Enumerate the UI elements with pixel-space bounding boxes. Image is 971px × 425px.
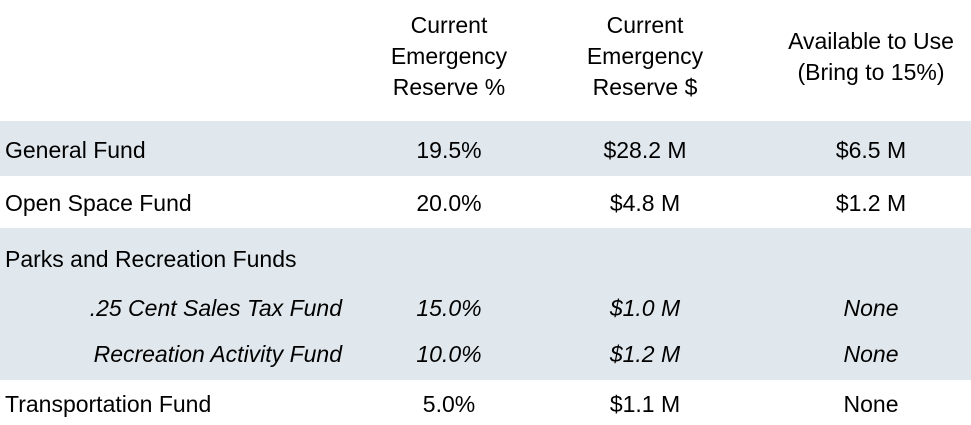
reserve-pct-cell: 10.0% bbox=[416, 341, 482, 367]
available-cell: None bbox=[843, 341, 899, 367]
reserve-amount-cell: $4.8 M bbox=[609, 190, 681, 216]
available-cell: None bbox=[843, 391, 899, 417]
available-cell: $6.5 M bbox=[835, 137, 907, 163]
fund-label: Transportation Fund bbox=[5, 391, 212, 417]
reserve-pct-cell: 15.0% bbox=[416, 295, 482, 321]
header-reserve-amount: Current Emergency Reserve $ bbox=[586, 12, 704, 100]
row-band-general bbox=[0, 121, 971, 176]
sub-fund-label: Recreation Activity Fund bbox=[93, 341, 342, 367]
fund-label: General Fund bbox=[5, 137, 146, 163]
reserve-pct-cell: 19.5% bbox=[416, 137, 482, 163]
header-reserve-pct: Current Emergency Reserve % bbox=[390, 12, 508, 100]
reserve-pct-cell: 5.0% bbox=[422, 391, 476, 417]
header-available: Available to Use (Bring to 15%) bbox=[788, 28, 954, 85]
reserve-amount-cell: $1.2 M bbox=[609, 341, 681, 367]
sub-fund-label: .25 Cent Sales Tax Fund bbox=[89, 295, 342, 321]
fund-label: Open Space Fund bbox=[5, 190, 192, 216]
reserve-amount-cell: $1.1 M bbox=[609, 391, 681, 417]
row-band-parks bbox=[0, 228, 971, 380]
available-cell: $1.2 M bbox=[835, 190, 907, 216]
reserve-amount-cell: $1.0 M bbox=[609, 295, 681, 321]
available-cell: None bbox=[843, 295, 899, 321]
fund-group-label: Parks and Recreation Funds bbox=[5, 246, 297, 272]
reserve-pct-cell: 20.0% bbox=[416, 190, 482, 216]
reserve-amount-cell: $28.2 M bbox=[603, 137, 687, 163]
